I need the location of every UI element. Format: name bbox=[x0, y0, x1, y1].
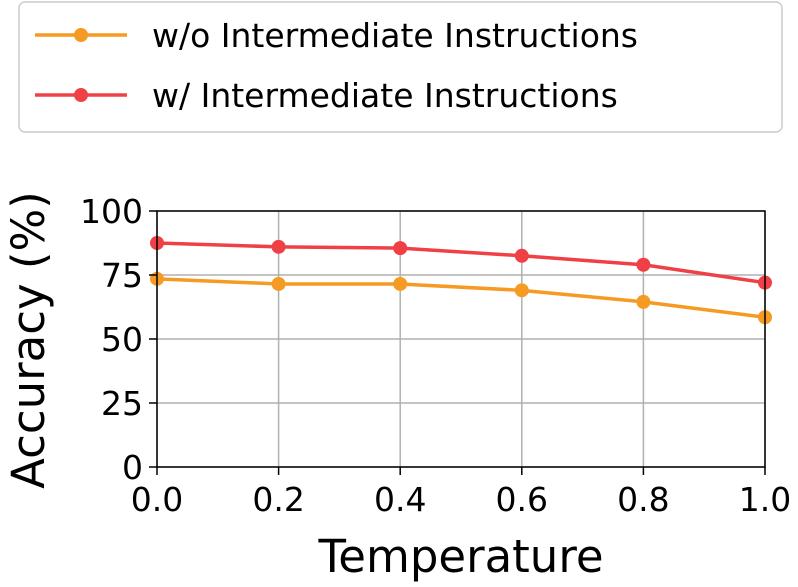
data-point-without-2 bbox=[393, 276, 408, 291]
legend-marker-without bbox=[74, 28, 88, 42]
legend-entry-without-intermediate: w/o Intermediate Instructions bbox=[35, 16, 638, 55]
x-tick-label: 0.4 bbox=[374, 480, 426, 519]
data-point-with-3 bbox=[514, 248, 529, 263]
x-tick-label: 0.0 bbox=[131, 480, 183, 519]
gridlines bbox=[156, 210, 766, 468]
data-point-with-4 bbox=[636, 257, 651, 272]
x-tick-label: 1.0 bbox=[739, 480, 791, 519]
data-point-with-1 bbox=[271, 239, 286, 254]
legend-entry-with-intermediate: w/ Intermediate Instructions bbox=[35, 76, 618, 115]
x-axis-ticks: 0.0 0.2 0.4 0.6 0.8 1.0 bbox=[131, 467, 791, 519]
plot-area: 0.0 0.2 0.4 0.6 0.8 1.0 0 25 50 75 100 bbox=[80, 192, 791, 519]
data-point-without-1 bbox=[271, 276, 286, 291]
y-tick-label: 50 bbox=[101, 320, 143, 359]
series-line-without-intermediate bbox=[155, 277, 767, 319]
y-axis-ticks: 0 25 50 75 100 bbox=[80, 192, 157, 487]
x-tick-label: 0.8 bbox=[617, 480, 669, 519]
legend: w/o Intermediate Instructions w/ Interme… bbox=[18, 1, 783, 133]
data-point-without-3 bbox=[514, 283, 529, 298]
series-line-with-intermediate bbox=[155, 241, 767, 285]
y-tick-label: 100 bbox=[80, 192, 143, 231]
legend-label-with: w/ Intermediate Instructions bbox=[152, 76, 618, 115]
y-tick-label: 25 bbox=[101, 384, 143, 423]
y-axis-title: Accuracy (%) bbox=[2, 191, 55, 489]
series-layer bbox=[150, 236, 772, 325]
legend-label-without: w/o Intermediate Instructions bbox=[152, 16, 638, 55]
data-point-without-4 bbox=[636, 294, 651, 309]
data-point-with-2 bbox=[393, 241, 408, 256]
legend-marker-with bbox=[74, 88, 88, 102]
y-tick-label: 0 bbox=[122, 448, 143, 487]
y-tick-label: 75 bbox=[101, 256, 143, 295]
x-tick-label: 0.2 bbox=[252, 480, 304, 519]
legend-frame bbox=[18, 1, 783, 133]
x-tick-label: 0.6 bbox=[496, 480, 548, 519]
x-axis-title: Temperature bbox=[317, 530, 603, 583]
